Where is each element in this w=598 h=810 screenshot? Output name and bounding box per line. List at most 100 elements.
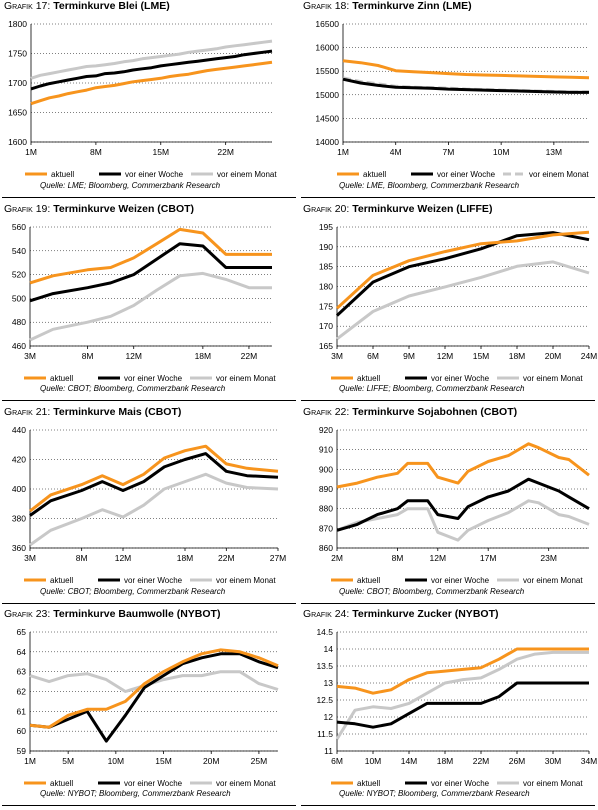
x-tick-label: 25M bbox=[251, 756, 268, 766]
series-line-aktuell bbox=[29, 444, 279, 513]
chart-source: Quelle: CBOT; Bloomberg, Commerzbank Res… bbox=[40, 384, 226, 393]
legend-label: vor einem Monat bbox=[216, 374, 276, 383]
legend-label: vor einer Woche bbox=[124, 576, 183, 585]
legend-label: vor einem Monat bbox=[523, 779, 583, 788]
series-line-monat bbox=[336, 499, 590, 542]
line-chart: 165 170 175 180 185 190 195 3M 6M 9M 12M 15M 18M 20M 2… bbox=[319, 222, 597, 383]
chart-number: Grafik 22: bbox=[303, 406, 353, 418]
x-tick-label: 26M bbox=[509, 756, 526, 766]
y-tick-label: 60 bbox=[17, 726, 27, 736]
chart-title: Grafik 22: Terminkurve Sojabohnen (CBOT) bbox=[303, 406, 517, 418]
chart-title: Grafik 18: Terminkurve Zinn (LME) bbox=[303, 0, 472, 12]
divider bbox=[301, 805, 595, 806]
x-tick-label: 6M bbox=[367, 351, 379, 361]
chart-source: Quelle: CBOT; Bloomberg, Commerzbank Res… bbox=[339, 587, 525, 596]
x-tick-label: 5M bbox=[62, 756, 74, 766]
y-tick-label: 64 bbox=[17, 647, 27, 657]
line-chart: 460 480 500 520 540 560 3M 8M 12M 18M 22M aktuell vo… bbox=[12, 222, 277, 383]
x-tick-label: 2M bbox=[331, 553, 343, 563]
series-line-monat bbox=[336, 260, 590, 341]
x-tick-label: 18M bbox=[195, 351, 212, 361]
x-tick-label: 8M bbox=[392, 553, 404, 563]
chart-number: Grafik 17: bbox=[4, 0, 54, 12]
y-tick-label: 65 bbox=[17, 627, 27, 637]
x-tick-label: 12M bbox=[437, 351, 454, 361]
chart-panel-8: Grafik 24: Terminkurve Zucker (NYBOT) 11 1… bbox=[299, 608, 598, 810]
y-tick-label: 860 bbox=[319, 543, 333, 553]
y-tick-label: 16000 bbox=[315, 43, 339, 53]
legend-label: vor einer Woche bbox=[124, 374, 183, 383]
x-tick-label: 9M bbox=[403, 351, 415, 361]
legend-label: vor einer Woche bbox=[431, 374, 490, 383]
x-tick-label: 12M bbox=[125, 351, 142, 361]
legend-label: vor einem Monat bbox=[529, 170, 589, 179]
y-tick-label: 920 bbox=[319, 425, 333, 435]
legend-label: aktuell bbox=[363, 170, 386, 179]
chart-title-text: Terminkurve Blei (LME) bbox=[53, 0, 170, 12]
series-line-aktuell bbox=[29, 648, 279, 729]
y-tick-label: 175 bbox=[319, 301, 333, 311]
y-tick-label: 13 bbox=[324, 678, 334, 688]
chart-title-text: Terminkurve Baumwolle (NYBOT) bbox=[53, 608, 221, 620]
x-tick-label: 1M bbox=[24, 756, 36, 766]
x-tick-label: 3M bbox=[24, 351, 36, 361]
x-tick-label: 27M bbox=[270, 553, 287, 563]
x-tick-label: 20M bbox=[203, 756, 220, 766]
chart-title-text: Terminkurve Weizen (CBOT) bbox=[53, 203, 195, 215]
x-tick-label: 18M bbox=[437, 756, 454, 766]
legend-label: aktuell bbox=[51, 170, 74, 179]
chart-number: Grafik 20: bbox=[303, 203, 353, 215]
y-tick-label: 1650 bbox=[8, 108, 27, 118]
chart-source: Quelle: NYBOT; Bloomberg, Commerzbank Re… bbox=[339, 789, 530, 798]
legend-label: vor einem Monat bbox=[216, 576, 276, 585]
series-line-monat bbox=[335, 650, 589, 740]
chart-title-text: Terminkurve Sojabohnen (CBOT) bbox=[352, 406, 518, 418]
x-tick-label: 22M bbox=[473, 756, 490, 766]
y-tick-label: 15500 bbox=[315, 66, 339, 76]
chart-number: Grafik 19: bbox=[4, 203, 54, 215]
chart-title: Grafik 21: Terminkurve Mais (CBOT) bbox=[4, 406, 181, 418]
chart-title-text: Terminkurve Zucker (NYBOT) bbox=[352, 608, 499, 620]
x-tick-label: 15M bbox=[473, 351, 490, 361]
chart-number: Grafik 18: bbox=[303, 0, 353, 12]
legend-label: aktuell bbox=[357, 779, 380, 788]
legend-label: vor einem Monat bbox=[523, 576, 583, 585]
y-tick-label: 16500 bbox=[315, 19, 339, 29]
legend-label: aktuell bbox=[357, 374, 380, 383]
x-tick-label: 3M bbox=[24, 553, 36, 563]
y-tick-label: 12.5 bbox=[316, 695, 333, 705]
chart-source: Quelle: LME, Bloomberg, Commerzbank Rese… bbox=[339, 181, 520, 190]
chart-title: Grafik 23: Terminkurve Baumwolle (NYBOT) bbox=[4, 608, 220, 620]
legend-label: vor einer Woche bbox=[437, 170, 496, 179]
y-tick-label: 11 bbox=[324, 746, 333, 756]
line-chart: 1600 1650 1700 1750 1800 1M 8M 15M 22M aktuell vor… bbox=[8, 19, 277, 179]
divider bbox=[301, 197, 595, 198]
legend-label: vor einer Woche bbox=[431, 779, 490, 788]
series-line-woche bbox=[335, 231, 590, 317]
y-tick-label: 62 bbox=[17, 687, 27, 697]
series-line-woche bbox=[29, 452, 279, 517]
y-tick-label: 63 bbox=[17, 667, 27, 677]
chart-title-text: Terminkurve Mais (CBOT) bbox=[53, 406, 182, 418]
y-tick-label: 540 bbox=[12, 246, 26, 256]
chart-source: Quelle: LME; Bloomberg, Commerzbank Rese… bbox=[40, 181, 221, 190]
series-line-woche bbox=[336, 681, 589, 729]
x-tick-label: 12M bbox=[430, 553, 447, 563]
series-line-woche bbox=[342, 77, 589, 94]
x-tick-label: 20M bbox=[545, 351, 562, 361]
y-tick-label: 13.5 bbox=[316, 661, 333, 671]
legend-label: aktuell bbox=[357, 576, 380, 585]
y-tick-label: 900 bbox=[319, 464, 333, 474]
x-tick-label: 1M bbox=[337, 147, 349, 157]
chart-panel-6: Grafik 22: Terminkurve Sojabohnen (CBOT)… bbox=[299, 406, 598, 608]
y-tick-label: 190 bbox=[319, 242, 333, 252]
y-tick-label: 14 bbox=[324, 644, 334, 654]
x-tick-label: 10M bbox=[108, 756, 125, 766]
chart-panel-1: Grafik 17: Terminkurve Blei (LME) 1600 165… bbox=[0, 0, 299, 202]
chart-panel-3: Grafik 19: Terminkurve Weizen (CBOT) 460 4… bbox=[0, 203, 299, 405]
legend-label: vor einer Woche bbox=[431, 576, 490, 585]
y-tick-label: 59 bbox=[17, 746, 27, 756]
legend-label: vor einer Woche bbox=[125, 170, 184, 179]
y-tick-label: 185 bbox=[319, 262, 333, 272]
legend-label: vor einem Monat bbox=[217, 170, 277, 179]
